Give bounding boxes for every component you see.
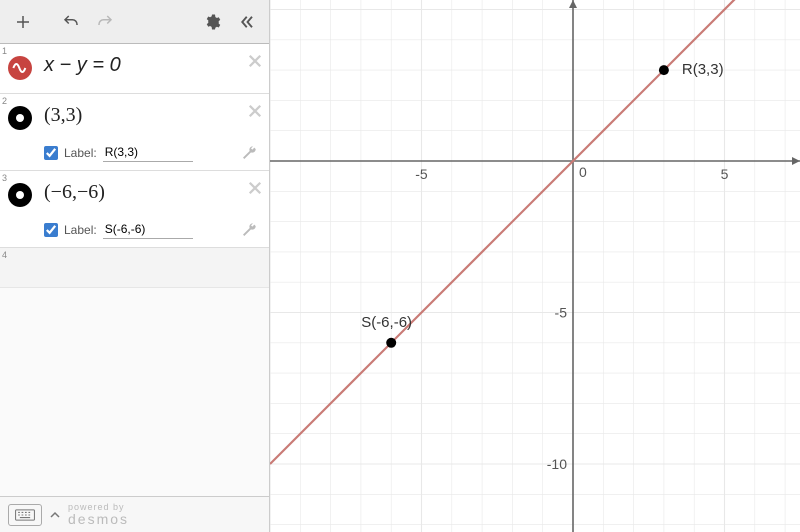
undo-button[interactable] [56,7,86,37]
sidebar: 1 x − y = 0 2 [0,0,270,532]
settings-button[interactable] [197,7,227,37]
svg-text:-5: -5 [555,305,568,321]
chevron-up-icon[interactable] [50,510,60,520]
label-input[interactable] [103,143,193,162]
point-icon [8,106,32,130]
expression-list: 1 x − y = 0 2 [0,44,269,496]
label-checkbox[interactable] [44,146,58,160]
svg-text:-10: -10 [547,456,567,472]
keyboard-button[interactable] [8,504,42,526]
footer: powered by desmos [0,496,269,532]
delete-button[interactable] [241,171,269,197]
expression-math[interactable]: (−6,−6) [40,171,241,212]
graph-pane[interactable]: 0 -5 5 -5 -10 R(3,3) S(-6,-6) [270,0,800,532]
row-number: 3 [2,173,7,183]
brand-text: desmos [68,512,129,526]
wave-icon [8,56,32,80]
expression-row[interactable]: 1 x − y = 0 [0,44,269,94]
delete-button[interactable] [241,44,269,70]
svg-text:S(-6,-6): S(-6,-6) [361,314,412,331]
svg-text:R(3,3): R(3,3) [682,61,724,78]
row-number: 4 [2,250,7,260]
label-input[interactable] [103,220,193,239]
label-caption: Label: [64,223,97,237]
empty-expression-row[interactable]: 4 [0,248,269,288]
svg-text:0: 0 [579,164,587,180]
graph-svg: 0 -5 5 -5 -10 R(3,3) S(-6,-6) [270,0,800,532]
expression-row[interactable]: 2 (3,3) Label: [0,94,269,171]
toolbar [0,0,269,44]
row-number: 1 [2,46,7,56]
svg-text:5: 5 [721,166,729,182]
wrench-icon[interactable] [241,145,257,161]
row-number: 2 [2,96,7,106]
redo-button[interactable] [90,7,120,37]
point-icon [8,183,32,207]
svg-text:-5: -5 [415,166,428,182]
expression-math[interactable]: x − y = 0 [40,44,241,85]
label-caption: Label: [64,146,97,160]
collapse-button[interactable] [231,7,261,37]
add-button[interactable] [8,7,38,37]
delete-button[interactable] [241,94,269,120]
expression-math[interactable]: (3,3) [40,94,241,135]
label-checkbox[interactable] [44,223,58,237]
wrench-icon[interactable] [241,222,257,238]
expression-row[interactable]: 3 (−6,−6) Label: [0,171,269,248]
